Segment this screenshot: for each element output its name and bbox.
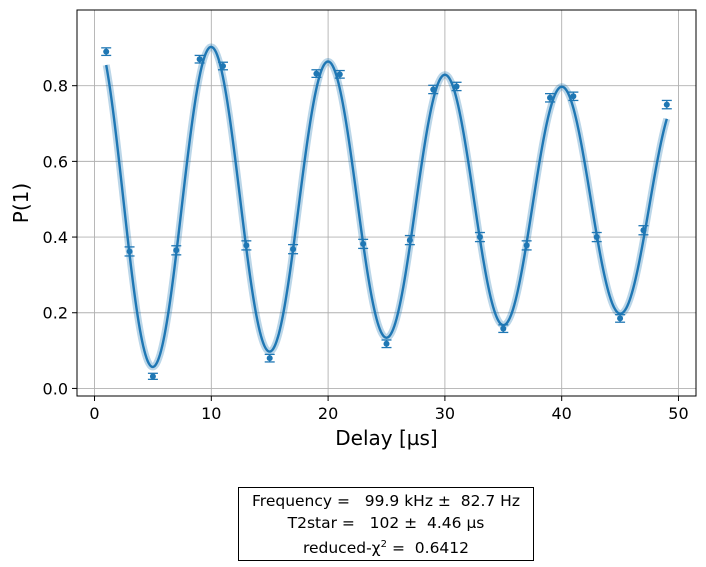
fit-chi-line: reduced-χ2 = 0.6412 [239,534,533,559]
data-point [383,340,390,347]
data-point [266,355,273,362]
ticks: 0 10 20 30 40 50 0.0 0.2 0.4 0.6 0.8 [43,77,689,423]
data-point [173,247,180,254]
fit-curve-line [105,45,668,369]
data-point [126,248,133,255]
data-point [149,373,156,380]
data-point [640,227,647,234]
y-tick-label: 0.2 [43,304,68,323]
data-point [336,71,343,78]
x-tick-label: 40 [552,404,572,423]
data-point [219,63,226,70]
x-tick-label: 0 [89,404,99,423]
grid [77,10,696,396]
data-point [570,93,577,100]
fit-chi-prefix: reduced-χ [302,539,381,558]
data-point [500,325,507,332]
data-point [617,315,624,322]
data-point [476,234,483,241]
x-tick-label: 10 [201,404,221,423]
data-points [101,47,672,380]
data-point [430,86,437,93]
y-axis-label: P(1) [9,183,33,223]
y-tick-label: 0.0 [43,379,68,398]
fit-t2star-line: T2star = 102 ± 4.46 µs [287,514,485,532]
data-point [360,240,367,247]
data-point [290,246,297,253]
y-tick-label: 0.4 [43,228,68,247]
fit-curve-group [105,45,668,369]
fit-band-path [102,43,671,371]
fit-results-box: Frequency = 99.9 kHz ± 82.7 Hz T2star = … [238,487,534,561]
plot-frame [76,9,697,397]
x-tick-label: 50 [668,404,688,423]
x-axis-label: Delay [µs] [335,426,437,450]
y-tick-label: 0.8 [43,77,68,96]
data-point [593,234,600,241]
data-point [523,242,530,249]
data-point [103,48,110,55]
fit-confidence-band [102,43,671,371]
data-point [196,56,203,63]
data-point [663,101,670,108]
data-point [453,83,460,90]
fit-frequency-line: Frequency = 99.9 kHz ± 82.7 Hz [252,492,520,510]
data-point [406,237,413,244]
x-tick-label: 20 [318,404,338,423]
fit-chi-sup: 2 [380,539,388,550]
data-point [313,70,320,77]
data-point [243,242,250,249]
data-point [547,94,554,101]
fit-chi-suffix: = 0.6412 [387,539,470,558]
chart: 0 10 20 30 40 50 0.0 0.2 0.4 0.6 0.8 Delay [µs] P(… [9,9,697,450]
x-tick-label: 30 [435,404,455,423]
y-tick-label: 0.6 [43,152,68,171]
